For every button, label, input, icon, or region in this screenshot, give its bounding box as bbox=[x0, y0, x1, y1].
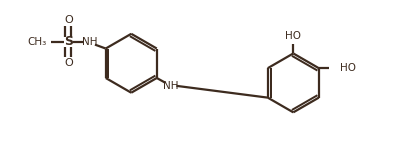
Text: O: O bbox=[64, 58, 73, 68]
Text: NH: NH bbox=[82, 37, 98, 47]
Text: O: O bbox=[64, 15, 73, 25]
Text: NH: NH bbox=[163, 81, 178, 91]
Text: HO: HO bbox=[285, 31, 301, 41]
Text: S: S bbox=[64, 35, 73, 48]
Text: CH₃: CH₃ bbox=[28, 37, 47, 47]
Text: HO: HO bbox=[340, 63, 356, 73]
